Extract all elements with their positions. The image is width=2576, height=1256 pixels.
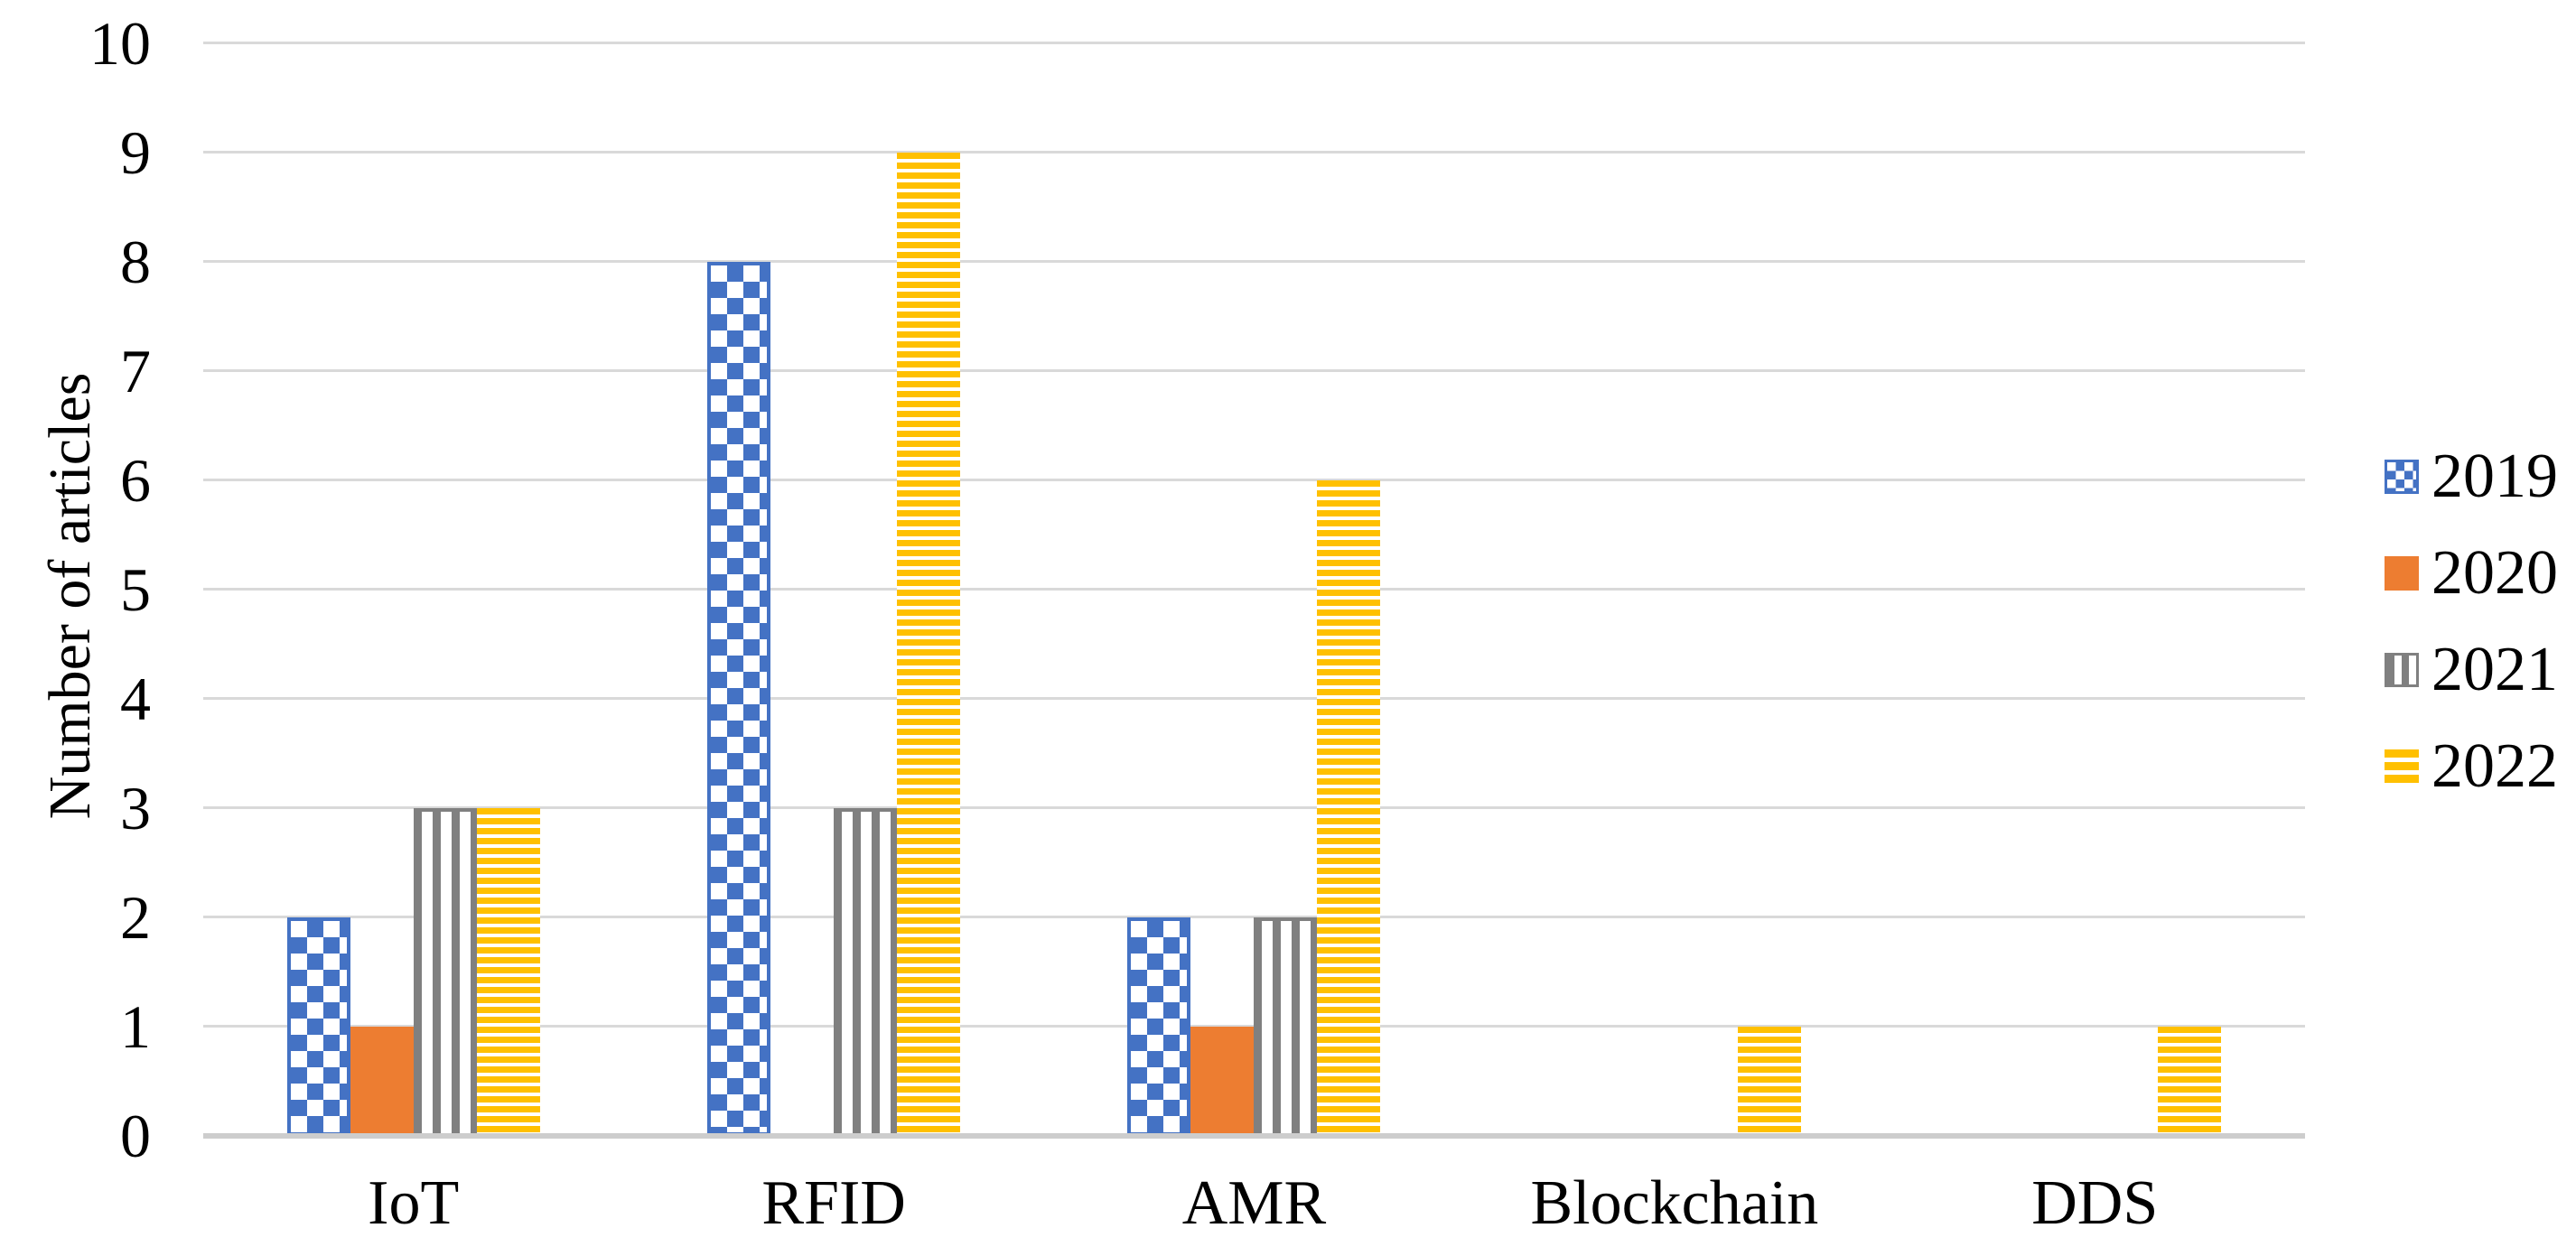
legend-item-2019: 2019	[2385, 444, 2558, 508]
gridline-y-3	[203, 806, 2305, 809]
bar-slot-2020-AMR	[1190, 43, 1255, 1136]
y-tick-label-9: 9	[120, 118, 151, 187]
y-tick-label-6: 6	[120, 446, 151, 515]
category-group-IoT	[203, 43, 623, 1136]
bar-2020-IoT	[350, 1027, 414, 1136]
x-category-label-Blockchain: Blockchain	[1530, 1168, 1819, 1238]
bar-2022-DDS	[2158, 1027, 2222, 1136]
bar-2019-RFID	[707, 262, 771, 1136]
bar-groups-container	[203, 43, 2305, 1136]
gridline-y-4	[203, 697, 2305, 700]
x-axis-category-labels: IoT RFID AMR Blockchain DDS	[203, 1163, 2305, 1244]
bar-slot-2021-IoT	[413, 43, 477, 1136]
y-tick-label-8: 8	[120, 228, 151, 296]
bar-slot-2019-IoT	[286, 43, 350, 1136]
legend-marker-2021	[2385, 652, 2419, 687]
bar-slot-2020-IoT	[350, 43, 414, 1136]
x-category-label-AMR: AMR	[1181, 1168, 1327, 1238]
legend-item-2022: 2022	[2385, 734, 2558, 798]
bar-2020-AMR	[1190, 1027, 1255, 1136]
legend-label-2022: 2022	[2431, 731, 2558, 801]
bar-slot-2021-RFID	[834, 43, 898, 1136]
y-tick-label-1: 1	[120, 992, 151, 1061]
legend-marker-2019	[2385, 459, 2419, 494]
y-axis-tick-labels: 0 1 2 3 4 5 6 7 8 9 10	[0, 0, 176, 1256]
y-tick-label-3: 3	[120, 774, 151, 842]
bar-slot-2022-RFID	[897, 43, 961, 1136]
bar-slot-2020-RFID	[770, 43, 834, 1136]
plot-area	[203, 42, 2305, 1139]
gridline-y-9	[203, 151, 2305, 154]
bar-2022-AMR	[1317, 480, 1381, 1136]
gridline-y-6	[203, 479, 2305, 481]
bar-slot-2022-IoT	[476, 43, 540, 1136]
y-tick-label-10: 10	[89, 9, 151, 78]
bar-slot-2021-AMR	[1254, 43, 1318, 1136]
bar-slot-2022-AMR	[1317, 43, 1381, 1136]
y-tick-label-2: 2	[120, 883, 151, 952]
x-category-label-IoT: IoT	[368, 1168, 460, 1238]
category-group-RFID	[623, 43, 1043, 1136]
y-tick-label-7: 7	[120, 337, 151, 405]
bar-2019-IoT	[286, 917, 350, 1136]
bar-slot-2022-DDS	[2158, 43, 2222, 1136]
x-category-label-DDS: DDS	[2031, 1168, 2159, 1238]
legend-item-2020: 2020	[2385, 541, 2558, 605]
bar-slot-2021-DDS	[2095, 43, 2158, 1136]
category-group-Blockchain	[1464, 43, 1884, 1136]
bar-slot-2022-Blockchain	[1737, 43, 1801, 1136]
bar-slot-2019-RFID	[707, 43, 771, 1136]
bar-slot-2019-DDS	[1968, 43, 2031, 1136]
bar-2022-IoT	[476, 808, 540, 1136]
legend-item-2021: 2021	[2385, 637, 2558, 702]
legend-label-2020: 2020	[2431, 538, 2558, 608]
category-group-DDS	[1885, 43, 2305, 1136]
bar-slot-2021-Blockchain	[1675, 43, 1738, 1136]
bar-slot-2020-DDS	[2031, 43, 2095, 1136]
legend: 2019 2020 2021 2022	[2385, 444, 2558, 798]
x-category-label-RFID: RFID	[761, 1168, 906, 1238]
gridline-y-2	[203, 916, 2305, 918]
gridline-y-5	[203, 588, 2305, 591]
x-axis-line	[203, 1133, 2305, 1139]
y-tick-label-5: 5	[120, 555, 151, 624]
legend-label-2019: 2019	[2431, 442, 2558, 511]
legend-marker-2022	[2385, 749, 2419, 784]
legend-marker-2020	[2385, 555, 2419, 591]
bar-2021-IoT	[413, 808, 477, 1136]
y-tick-label-0: 0	[120, 1102, 151, 1170]
y-tick-label-4: 4	[120, 665, 151, 733]
bar-slot-2019-AMR	[1127, 43, 1191, 1136]
bar-2022-Blockchain	[1737, 1027, 1801, 1136]
gridline-y-7	[203, 369, 2305, 372]
bar-2022-RFID	[897, 153, 961, 1136]
bar-slot-2019-Blockchain	[1548, 43, 1611, 1136]
bar-2019-AMR	[1127, 917, 1191, 1136]
gridline-y-10	[203, 42, 2305, 44]
gridline-y-8	[203, 260, 2305, 263]
bar-slot-2020-Blockchain	[1611, 43, 1675, 1136]
bar-2021-AMR	[1254, 917, 1318, 1136]
legend-label-2021: 2021	[2431, 635, 2558, 704]
category-group-AMR	[1044, 43, 1464, 1136]
bar-2021-RFID	[834, 808, 898, 1136]
